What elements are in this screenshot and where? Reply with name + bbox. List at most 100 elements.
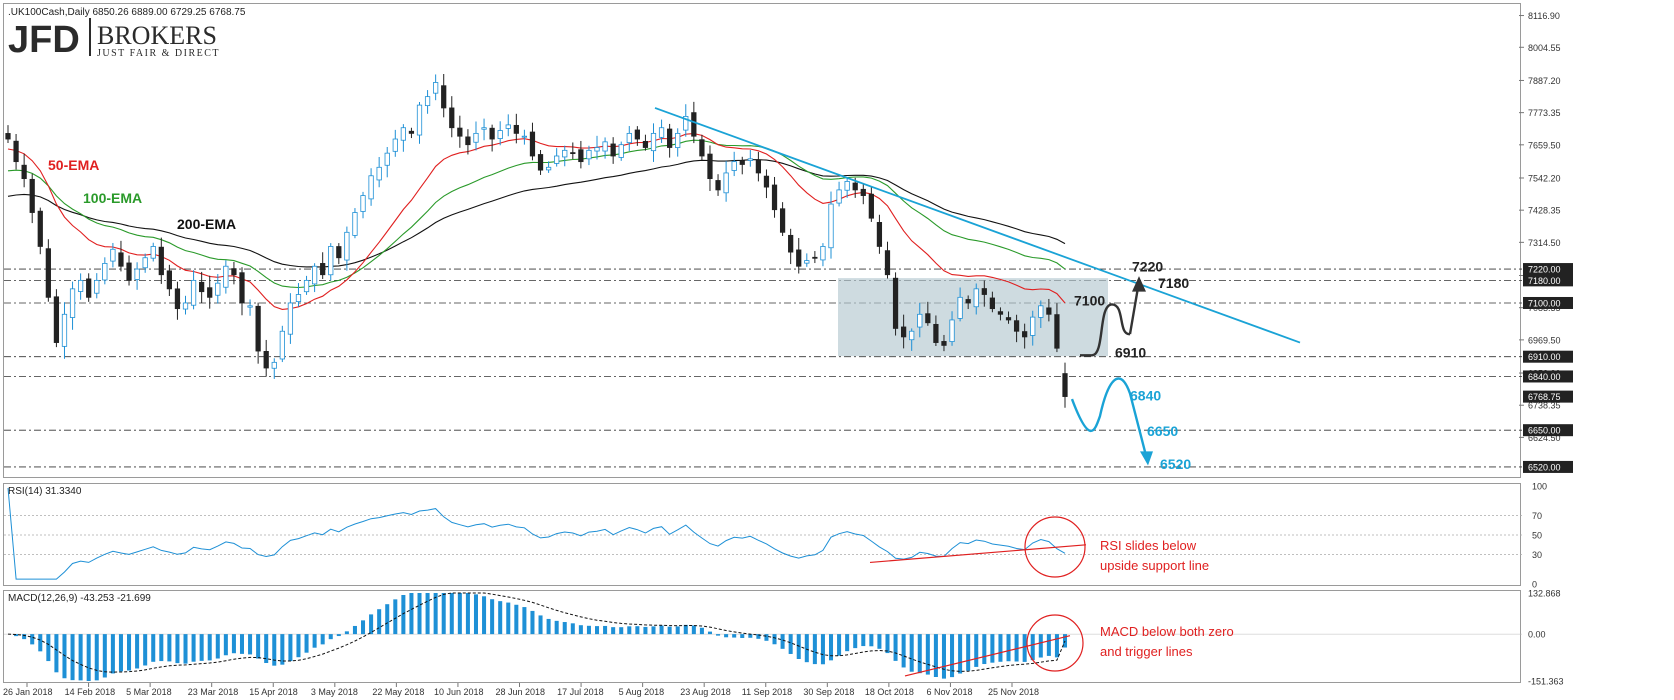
candle-body (441, 85, 447, 109)
x-tick-label: 10 Jun 2018 (434, 687, 484, 697)
x-tick-label: 5 Mar 2018 (126, 687, 172, 697)
candle-body (182, 302, 189, 310)
level-label: 6650.00 (1528, 426, 1561, 436)
ema-layer (7, 133, 1066, 310)
x-tick-label: 26 Jan 2018 (3, 687, 53, 697)
ema100-label: 100-EMA (83, 190, 142, 206)
downtrend-line (654, 107, 1301, 344)
bearish-arrow-head (1140, 451, 1153, 466)
candle-body (465, 136, 471, 146)
candle-body (771, 184, 778, 211)
candle-body (505, 124, 511, 129)
level-label-box (1523, 370, 1573, 383)
candle-body (497, 130, 503, 139)
candle-body (328, 246, 334, 276)
ema100-line (7, 139, 1066, 289)
candle-body (658, 127, 665, 138)
level-label-box (1523, 350, 1573, 363)
candle-body (449, 107, 455, 129)
candle-body (997, 311, 1004, 315)
ema200-label: 200-EMA (177, 216, 236, 232)
candle-body (820, 246, 826, 261)
x-tick-label: 14 Feb 2018 (65, 687, 116, 697)
candle-body (118, 252, 124, 267)
candle-body (957, 296, 963, 319)
price-tick-label: 7542.20 (1528, 173, 1561, 183)
candle-body (537, 154, 544, 171)
x-axis: 26 Jan 2018 14 Feb 2018 5 Mar 2018 23 Mar 2… (3, 683, 1039, 697)
ema50-line (7, 133, 1066, 310)
logo-divider (89, 18, 91, 56)
level-label-box (1523, 460, 1573, 473)
candle-body (239, 272, 245, 304)
x-tick-label: 28 Jun 2018 (496, 687, 546, 697)
level-label-box (1523, 424, 1573, 437)
price-tick-label: 8116.90 (1528, 11, 1560, 21)
level-label: 6520.00 (1528, 462, 1561, 472)
level-text-7100: 7100 (1074, 292, 1105, 308)
rsi-annotation-line2: upside support line (1100, 558, 1209, 573)
candle-body (295, 294, 302, 303)
candle-body (344, 231, 350, 261)
candle-body (263, 351, 269, 369)
macd-tick-label: -151.363 (1528, 677, 1564, 687)
candle-body (21, 164, 27, 180)
x-tick-label: 23 Aug 2018 (680, 687, 731, 697)
x-tick-label: 30 Sep 2018 (803, 687, 854, 697)
candle-body (166, 270, 172, 290)
candle-body (416, 104, 423, 136)
candle-body (844, 181, 850, 191)
candle-body (142, 257, 148, 269)
candle-body (892, 277, 899, 329)
candle-body (174, 288, 181, 310)
level-label: 7180.00 (1528, 276, 1561, 286)
candle-body (626, 132, 632, 144)
rsi-tick-label: 100 (1532, 482, 1547, 492)
x-tick-label: 6 Nov 2018 (926, 687, 972, 697)
level-text-6910: 6910 (1115, 344, 1146, 360)
price-level-lines (4, 268, 1522, 468)
consolidation-box (838, 278, 1108, 357)
rsi-support-line (869, 544, 1087, 564)
candle-body (279, 330, 285, 360)
price-tick-label: 6738.35 (1528, 401, 1561, 411)
level-label: 6768.75 (1528, 392, 1561, 402)
macd-tick-label: 132.868 (1528, 589, 1561, 599)
candle-body (788, 234, 794, 253)
candle-body (723, 172, 729, 194)
candle-body (1030, 316, 1036, 336)
candle-body (812, 256, 818, 259)
candle-body (586, 149, 592, 160)
candle-body (1005, 317, 1012, 321)
candle-body (5, 133, 11, 140)
x-tick-label: 15 Apr 2018 (249, 687, 298, 697)
candle-body (739, 160, 745, 165)
candle-body (610, 143, 616, 157)
logo-jfd: JFD (8, 19, 80, 61)
rsi-tick-label: 30 (1532, 550, 1542, 560)
candle-body (965, 299, 971, 304)
candle-body (13, 140, 19, 163)
candle-body (763, 175, 770, 188)
candle-body (376, 166, 382, 181)
candle-body (796, 249, 802, 267)
candle-body (400, 127, 406, 141)
candle-body (804, 260, 810, 264)
candle-body (86, 278, 92, 298)
candle-body (578, 149, 584, 163)
candle-body (675, 132, 681, 148)
price-panel-frame (3, 3, 1521, 478)
candle-body (1046, 307, 1052, 315)
candle-body (29, 178, 35, 213)
candle-body (602, 141, 608, 152)
candle-body (562, 149, 568, 158)
candle-body (1062, 373, 1068, 397)
candle-body (158, 246, 164, 276)
candle-body (37, 210, 43, 247)
ema200-line (7, 159, 1066, 268)
candle-body (247, 305, 253, 308)
symbol-line: .UK100Cash,Daily 6850.26 6889.00 6729.25… (8, 7, 246, 18)
candle-body (424, 96, 431, 107)
candle-body (731, 161, 737, 171)
